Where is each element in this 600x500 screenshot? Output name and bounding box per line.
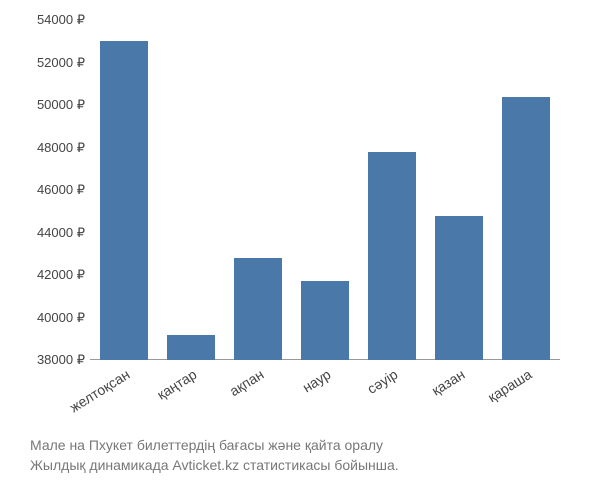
bar bbox=[167, 335, 215, 361]
bar-slot bbox=[94, 41, 154, 360]
y-tick-label: 44000 ₽ bbox=[20, 225, 85, 241]
bar bbox=[100, 41, 148, 360]
y-tick-label: 50000 ₽ bbox=[20, 97, 85, 113]
bar bbox=[368, 152, 416, 360]
chart-caption: Мале на Пхукет билеттердің бағасы және қ… bbox=[20, 436, 580, 475]
x-tick-label: ақпан bbox=[228, 360, 288, 430]
price-chart: 38000 ₽ 40000 ₽ 42000 ₽ 44000 ₽ 46000 ₽ 48000… bbox=[0, 0, 600, 500]
bar-slot bbox=[161, 335, 221, 361]
plot-area: 38000 ₽40000 ₽42000 ₽44000 ₽46000 ₽48000… bbox=[90, 20, 560, 360]
bar bbox=[234, 258, 282, 360]
bar-slot bbox=[496, 97, 556, 361]
caption-line-2: Жылдық динамикада Avticket.kz статистика… bbox=[30, 456, 570, 476]
y-tick-label: 46000 ₽ bbox=[20, 182, 85, 198]
bar-slot bbox=[429, 216, 489, 361]
x-tick-label: наур bbox=[295, 360, 355, 430]
y-tick-label: 52000 ₽ bbox=[20, 55, 85, 71]
bar bbox=[502, 97, 550, 361]
bar-slot bbox=[362, 152, 422, 360]
bar bbox=[435, 216, 483, 361]
y-tick-label: 38000 ₽ bbox=[20, 352, 85, 368]
x-tick-label: желтоқсан bbox=[94, 360, 154, 430]
y-tick-label: 48000 ₽ bbox=[20, 140, 85, 156]
x-tick-label: қаңтар bbox=[161, 360, 221, 430]
y-tick-label: 42000 ₽ bbox=[20, 267, 85, 283]
bar-slot bbox=[228, 258, 288, 360]
x-axis-labels: желтоқсанқаңтарақпаннаурсәуірқазанқараша bbox=[90, 360, 560, 430]
bar bbox=[301, 281, 349, 360]
x-tick-label: қараша bbox=[496, 360, 556, 430]
bars-container bbox=[90, 20, 560, 360]
y-tick-label: 54000 ₽ bbox=[20, 12, 85, 28]
x-tick-label: сәуір bbox=[362, 360, 422, 430]
caption-line-1: Мале на Пхукет билеттердің бағасы және қ… bbox=[30, 436, 570, 456]
bar-slot bbox=[295, 281, 355, 360]
x-tick-label: қазан bbox=[429, 360, 489, 430]
y-tick-label: 40000 ₽ bbox=[20, 310, 85, 326]
